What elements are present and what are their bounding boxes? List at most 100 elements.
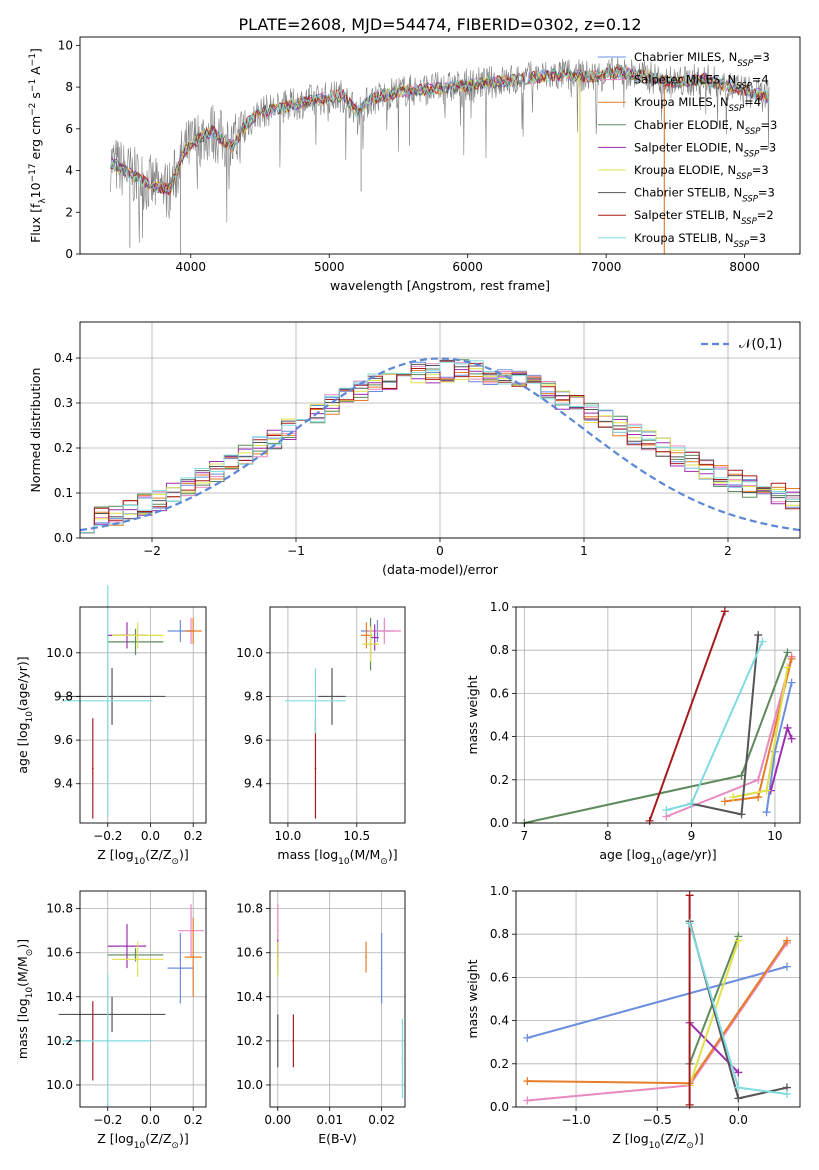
x-tick-label: 0.0 bbox=[141, 829, 160, 843]
x-tick-label: 0.02 bbox=[368, 1113, 395, 1127]
legend-entry: Chabrier MILES, NSSP=3 bbox=[634, 50, 770, 69]
y-tick-label: 10.2 bbox=[236, 1034, 263, 1048]
y-tick-label: 0.0 bbox=[490, 1100, 509, 1114]
y-tick-label: 0.4 bbox=[490, 1014, 509, 1028]
panel-ebv_mass: 0.00 0.01 0.02 10.0 10.2 10.4 10.6 10.8 E(B-V) bbox=[236, 890, 406, 1146]
series-marker-8 bbox=[758, 637, 767, 646]
x-tick-label: 10.0 bbox=[275, 829, 302, 843]
data-point-5 bbox=[136, 958, 139, 961]
series-line-4 bbox=[688, 1022, 740, 1074]
plot-area-ebv_mass bbox=[276, 904, 404, 1099]
gaussian-legend-label: 𝒩(0,1) bbox=[739, 337, 782, 352]
x-axis-label: Z [log10(Z/Z⊙)] bbox=[97, 1131, 188, 1151]
legend-entry: Salpeter STELIB, NSSP=2 bbox=[634, 208, 774, 227]
legend-entry: Salpeter ELODIE, NSSP=3 bbox=[634, 140, 776, 159]
series-marker-4 bbox=[787, 734, 796, 743]
y-tick-label: 2 bbox=[65, 205, 73, 219]
y-tick-label: 6 bbox=[65, 122, 73, 136]
series-marker-8 bbox=[734, 1083, 743, 1092]
y-tick-label: 0.8 bbox=[490, 927, 509, 941]
x-tick-label: 4000 bbox=[175, 260, 206, 274]
legend-entry: Chabrier STELIB, NSSP=3 bbox=[634, 186, 775, 205]
x-axis-label: Z [log10(Z/Z⊙)] bbox=[97, 847, 188, 867]
series-marker-6 bbox=[754, 631, 763, 640]
series-marker-2 bbox=[523, 1077, 532, 1086]
x-tick-label: −0.5 bbox=[643, 1113, 672, 1127]
x-tick-label: 8000 bbox=[729, 260, 760, 274]
series-marker-8 bbox=[783, 1090, 792, 1099]
y-tick-label: 0.4 bbox=[54, 351, 73, 365]
axes-frame bbox=[269, 606, 406, 824]
x-tick-label: 9 bbox=[688, 829, 696, 843]
legend-entry: Salpeter MILES, NSSP=4 bbox=[634, 73, 769, 92]
data-point-4 bbox=[373, 636, 376, 639]
series-marker-6 bbox=[734, 1094, 743, 1103]
x-tick-label: −0.2 bbox=[93, 1113, 122, 1127]
x-tick-label: 1 bbox=[580, 544, 588, 558]
x-tick-label: 10 bbox=[767, 829, 782, 843]
series-marker-8 bbox=[687, 799, 696, 808]
series-marker-5 bbox=[783, 663, 792, 672]
data-point-8 bbox=[106, 699, 109, 702]
series-line-3 bbox=[688, 936, 740, 1065]
data-point-7 bbox=[314, 767, 317, 770]
axes-frame bbox=[79, 606, 207, 824]
y-tick-label: 9.6 bbox=[54, 733, 73, 747]
y-tick-label: 10.4 bbox=[236, 990, 263, 1004]
axes-frame bbox=[79, 890, 207, 1108]
series-marker-5 bbox=[734, 936, 743, 945]
y-axis-label: mass [log10(M/M⊙)] bbox=[15, 939, 35, 1059]
y-tick-label: 9.8 bbox=[54, 689, 73, 703]
x-tick-label: 10.5 bbox=[343, 829, 370, 843]
spectrum-model-3 bbox=[110, 66, 769, 194]
x-tick-label: 7 bbox=[521, 829, 529, 843]
panel-spectrum: 4000 5000 6000 7000 8000 0 2 4 6 8 10 wavelength [A… bbox=[28, 36, 801, 293]
panel-residuals: −2 −1 0 1 2 0.0 0.1 0.2 0.3 0.4 (data-model)/error… bbox=[28, 321, 801, 577]
y-axis-label: mass weight bbox=[465, 959, 480, 1038]
y-tick-label: 4 bbox=[65, 164, 73, 178]
data-point-8 bbox=[106, 1039, 109, 1042]
data-point-8 bbox=[401, 1057, 404, 1060]
data-point-6 bbox=[331, 695, 333, 698]
axes-frame bbox=[269, 890, 406, 1108]
plot-area-residuals bbox=[79, 357, 801, 534]
y-tick-label: 0.1 bbox=[54, 486, 73, 500]
plot-area-spectrum bbox=[110, 56, 770, 254]
data-point-2 bbox=[192, 630, 195, 632]
series-marker-4 bbox=[734, 1068, 743, 1077]
x-axis-label: Z [log10(Z/Z⊙)] bbox=[612, 1131, 703, 1151]
figure-title: PLATE=2608, MJD=54474, FIBERID=0302, z=0… bbox=[238, 15, 641, 34]
series-marker-1 bbox=[754, 775, 763, 784]
y-tick-label: 0 bbox=[65, 247, 73, 261]
x-tick-label: 0.0 bbox=[729, 1113, 748, 1127]
x-tick-label: 0.2 bbox=[184, 1113, 203, 1127]
y-tick-label: 10.4 bbox=[46, 990, 73, 1004]
y-tick-label: 10.0 bbox=[236, 646, 263, 660]
y-axis-label: Flux [fλ10−17 erg cm−2 s−1 A−1] bbox=[28, 48, 48, 243]
x-axis-label: wavelength [Angstrom, rest frame] bbox=[330, 278, 550, 293]
y-tick-label: 10 bbox=[58, 38, 73, 52]
plot-area-z_age bbox=[58, 585, 202, 819]
y-tick-label: 1.0 bbox=[490, 884, 509, 898]
series-marker-7 bbox=[720, 607, 729, 616]
y-tick-label: 8 bbox=[65, 80, 73, 94]
x-tick-label: 7000 bbox=[591, 260, 622, 274]
series-marker-0 bbox=[523, 1033, 532, 1042]
axes-frame bbox=[79, 36, 801, 255]
histogram-8 bbox=[80, 360, 800, 534]
x-axis-label: E(B-V) bbox=[318, 1131, 357, 1146]
plot-area-age_weight bbox=[520, 607, 796, 827]
y-tick-label: 10.8 bbox=[46, 902, 73, 916]
data-point-6 bbox=[111, 695, 113, 698]
y-axis-label: mass weight bbox=[465, 675, 480, 754]
spectrum-model-8 bbox=[110, 66, 769, 193]
x-tick-label: 0.01 bbox=[316, 1113, 343, 1127]
legend-entry: Kroupa MILES, NSSP=4 bbox=[634, 95, 761, 114]
x-tick-label: 2 bbox=[724, 544, 732, 558]
y-tick-label: 10.6 bbox=[236, 946, 263, 960]
x-tick-label: 0.2 bbox=[184, 829, 203, 843]
data-point-3 bbox=[134, 954, 137, 956]
data-point-2 bbox=[365, 956, 367, 959]
series-marker-2 bbox=[783, 936, 792, 945]
